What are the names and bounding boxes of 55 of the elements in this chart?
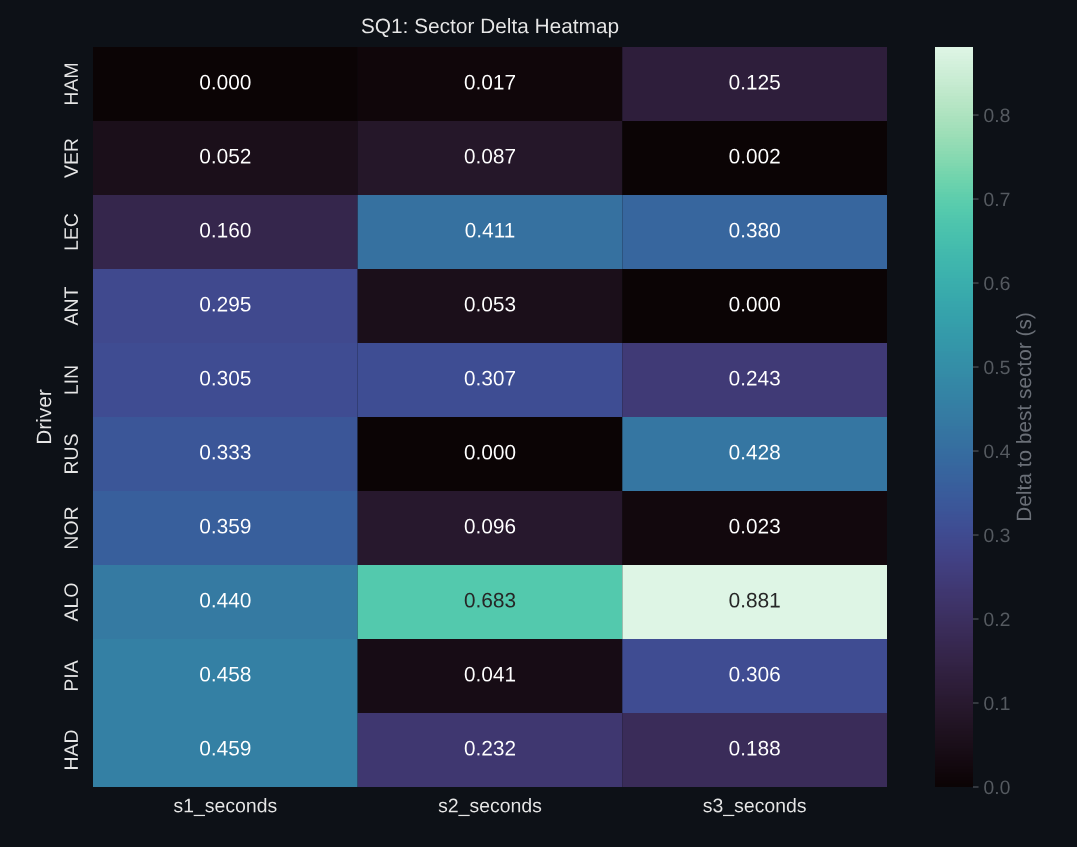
y-tick-label: HAM — [64, 63, 78, 105]
color-bar-label: 0.5 — [984, 360, 1010, 375]
color-bar-label: 0.6 — [984, 276, 1010, 291]
data-label: 0.307 — [464, 370, 516, 386]
data-label: 0.002 — [729, 148, 780, 164]
color-bar-label: 0.2 — [984, 612, 1010, 627]
x-tick-label: s2_seconds — [438, 798, 542, 817]
data-label: 0.087 — [464, 148, 516, 164]
data-label: 0.232 — [464, 740, 516, 756]
data-label: 0.160 — [200, 222, 251, 238]
y-tick-label: NOR — [64, 507, 79, 549]
data-label: 0.096 — [464, 518, 516, 534]
data-label: 0.295 — [200, 296, 251, 312]
data-label: 0.881 — [729, 592, 780, 608]
data-label: 0.440 — [200, 592, 251, 608]
data-label: 0.052 — [200, 148, 251, 164]
data-label: 0.359 — [200, 518, 251, 534]
y-tick-label: PIA — [64, 660, 78, 691]
y-tick-label: LEC — [64, 213, 79, 250]
data-label: 0.000 — [200, 74, 251, 90]
y-axis-title: Driver — [36, 389, 52, 444]
data-label: 0.023 — [729, 518, 780, 534]
data-label: 0.000 — [464, 444, 516, 460]
x-tick-label: s3_seconds — [703, 798, 806, 817]
data-label: 0.333 — [200, 444, 251, 460]
y-tick-label: LIN — [64, 366, 78, 394]
color-bar-label: 0.8 — [984, 108, 1010, 123]
data-label: 0.188 — [729, 740, 780, 756]
data-label: 0.053 — [464, 296, 516, 312]
color-bar-label: 0.4 — [984, 444, 1010, 459]
data-label: 0.305 — [200, 370, 251, 386]
color-bar-title: Delta to best sector (s) — [1016, 313, 1036, 521]
y-tick-label: HAD — [64, 730, 78, 769]
y-tick-label: RUS — [64, 434, 79, 473]
data-label: 0.428 — [729, 444, 780, 460]
chart-title: SQ1: Sector Delta Heatmap — [361, 18, 619, 38]
data-label: 0.683 — [464, 592, 516, 608]
y-tick-label: VER — [64, 138, 78, 178]
color-bar-label: 0.7 — [984, 192, 1010, 207]
data-label: 0.459 — [200, 740, 251, 756]
data-label: 0.411 — [465, 222, 515, 238]
y-tick-label: ALO — [64, 583, 79, 622]
color-bar-label: 0.0 — [984, 780, 1010, 795]
data-label: 0.458 — [200, 666, 251, 682]
data-label: 0.000 — [729, 296, 780, 312]
data-label: 0.306 — [729, 666, 780, 682]
data-label: 0.380 — [729, 222, 780, 238]
y-tick-label: ANT — [64, 287, 78, 326]
data-label: 0.041 — [464, 666, 516, 682]
x-tick-label: s1_seconds — [173, 798, 277, 817]
color-bar-label: 0.3 — [984, 528, 1010, 543]
color-bar-label: 0.1 — [984, 696, 1010, 711]
data-label: 0.017 — [464, 74, 516, 90]
data-label: 0.243 — [729, 370, 780, 386]
data-label: 0.125 — [729, 74, 780, 90]
